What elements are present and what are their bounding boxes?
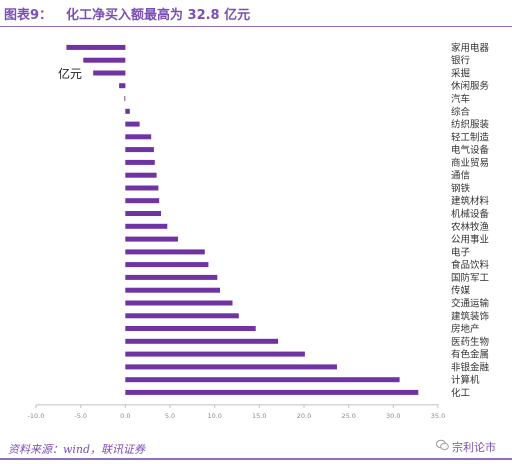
category-label: 农林牧渔	[451, 221, 490, 233]
bar	[125, 147, 154, 153]
category-label: 休闲服务	[451, 80, 490, 92]
category-label: 交通运输	[451, 298, 490, 310]
bar	[83, 57, 126, 63]
category-label: 建筑材料	[451, 195, 490, 207]
category-label: 国防军工	[451, 272, 490, 284]
category-label: 传媒	[451, 285, 471, 297]
bar	[125, 338, 279, 344]
bar	[125, 249, 205, 255]
category-label: 电子	[451, 246, 471, 258]
x-tick-label: 25.0	[341, 412, 355, 420]
category-label: 医药生物	[451, 336, 490, 348]
category-label: 纺织服装	[451, 119, 490, 131]
x-tick-label: 30.0	[386, 412, 400, 420]
category-label: 通信	[451, 170, 470, 182]
bar	[93, 70, 126, 76]
bar	[66, 44, 126, 50]
bar	[125, 313, 239, 319]
category-label: 家用电器	[451, 42, 490, 54]
bar	[125, 185, 159, 191]
category-label: 机械设备	[451, 208, 490, 220]
x-tick-label: 20.0	[297, 412, 311, 420]
x-tick-label: 5.0	[165, 412, 175, 420]
bar	[125, 351, 305, 357]
bar	[125, 262, 209, 268]
x-tick-label: 35.0	[431, 412, 445, 420]
category-label: 公用事业	[451, 234, 489, 246]
watermark-text: 宗利论市	[452, 441, 496, 454]
bar	[119, 83, 126, 89]
footer-rule	[0, 458, 512, 460]
bar	[125, 134, 152, 140]
bar-chart: 家用电器银行采掘休闲服务汽车综合纺织服装轻工制造电气设备商业贸易通信钢铁建筑材料…	[28, 42, 490, 420]
bar	[125, 389, 419, 395]
category-label: 商业贸易	[451, 157, 489, 169]
category-label: 银行	[451, 55, 471, 67]
x-tick-label: 15.0	[252, 412, 266, 420]
bar	[125, 287, 220, 293]
x-tick-label: -5.0	[74, 412, 87, 420]
bar	[125, 326, 256, 331]
category-label: 电气设备	[451, 144, 490, 156]
category-label: 有色金属	[451, 349, 489, 361]
x-tick-label: 10.0	[207, 412, 221, 420]
category-label: 汽车	[451, 93, 470, 105]
bar	[125, 198, 160, 204]
x-tick-label: 0.0	[120, 412, 130, 420]
category-label: 综合	[451, 106, 471, 118]
bar	[125, 172, 157, 178]
category-label: 计算机	[451, 374, 480, 386]
chart-title: 化工净买入额最高为 32.8 亿元	[66, 8, 251, 23]
bar	[125, 121, 140, 127]
bar	[125, 377, 400, 383]
category-label: 轻工制造	[451, 131, 490, 143]
bar	[124, 96, 126, 101]
wechat-icon	[436, 439, 449, 451]
category-label: 采掘	[451, 68, 470, 80]
category-label: 建筑装饰	[451, 310, 489, 322]
figure-header: 图表9： 化工净买入额最高为 32.8 亿元	[0, 0, 512, 27]
source-note: 资料来源：wind，联讯证券	[8, 443, 146, 456]
bar	[125, 223, 168, 229]
bar	[125, 274, 218, 280]
bar	[125, 236, 178, 242]
bar	[125, 159, 155, 165]
x-tick-label: -10.0	[28, 412, 45, 420]
figure-label: 图表9：	[4, 8, 53, 23]
category-label: 钢铁	[451, 183, 471, 195]
bar	[125, 300, 233, 306]
category-label: 食品饮料	[451, 259, 490, 271]
unit-annotation: 亿元	[58, 66, 82, 81]
bar	[125, 364, 337, 370]
bar	[125, 108, 130, 114]
category-label: 化工	[451, 387, 471, 399]
category-label: 房地产	[451, 323, 480, 335]
bar	[125, 211, 161, 216]
category-label: 非银金融	[451, 361, 490, 373]
